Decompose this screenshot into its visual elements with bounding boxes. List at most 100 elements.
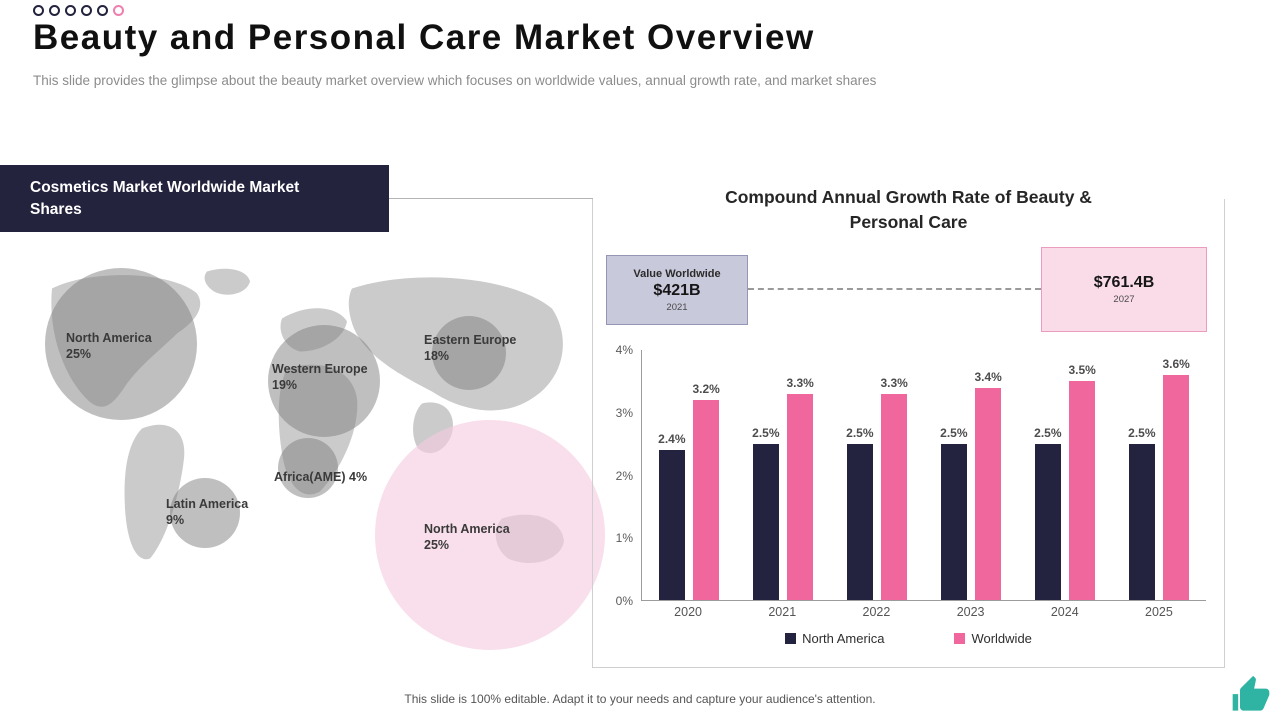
- bar-value-label: 2.5%: [940, 425, 968, 440]
- bar-column: 3.5%: [1069, 350, 1096, 600]
- bar-value-label: 3.3%: [786, 375, 814, 390]
- pagination: [33, 5, 124, 16]
- callout-value: $421B: [653, 281, 701, 299]
- market-bubble-highlight: [375, 420, 605, 650]
- bar-column: 2.5%: [846, 350, 874, 600]
- market-bubble-latin-america: [170, 478, 240, 548]
- bar-value-label: 3.4%: [974, 369, 1002, 384]
- bar-value-label: 3.5%: [1068, 363, 1096, 378]
- y-tick: 3%: [615, 405, 633, 420]
- bubble-label: Latin America 9%: [166, 497, 249, 528]
- callout-year: 2027: [1113, 294, 1135, 305]
- chart-title: Compound Annual Growth Rate of Beauty & …: [725, 187, 1092, 232]
- bubble-label: North America 25%: [424, 522, 510, 553]
- x-axis-label: 2024: [1050, 605, 1079, 619]
- legend-swatch-pink: [954, 633, 966, 644]
- chart-legend: North America Worldwide: [593, 631, 1224, 646]
- bar-column: 2.4%: [658, 350, 686, 600]
- bar-column: 2.5%: [940, 350, 968, 600]
- map-section-header: Cosmetics Market Worldwide Market Shares: [0, 165, 389, 232]
- callout-value: $761.4B: [1093, 274, 1155, 291]
- callout-label: Value Worldwide: [633, 267, 721, 280]
- bar-column: 3.3%: [881, 350, 908, 600]
- bar-value-label: 2.5%: [846, 425, 874, 440]
- bar-column: 2.5%: [752, 350, 780, 600]
- bar-value-label: 3.2%: [692, 382, 720, 396]
- page-subtitle: This slide provides the glimpse about th…: [33, 73, 877, 88]
- bar-value-label: 2.5%: [752, 425, 780, 440]
- bar-column: 2.5%: [1034, 350, 1062, 600]
- y-tick: 2%: [615, 468, 633, 483]
- x-axis-label: 2023: [956, 605, 985, 619]
- bar-value-label: 2.5%: [1128, 425, 1156, 440]
- legend-item-north-america: North America: [785, 631, 884, 646]
- bar-group-2025: 2.5% 3.6%: [1128, 350, 1190, 600]
- bar-group-2024: 2.5% 3.5%: [1034, 350, 1096, 600]
- pagination-dot: [65, 5, 76, 16]
- bar-column: 3.2%: [693, 350, 720, 600]
- continent-south-america: [124, 424, 185, 560]
- bar-group-2021: 2.5% 3.3%: [752, 350, 814, 600]
- bar-worldwide: [693, 400, 720, 600]
- x-axis-label: 2025: [1145, 605, 1173, 619]
- bar-north-america: [658, 450, 685, 600]
- projection-dashed-line: [748, 288, 1041, 290]
- value-callout-2021: Value Worldwide $421B 2021: [606, 255, 748, 325]
- bar-group-2020: 2.4% 3.2%: [658, 350, 720, 600]
- bar-chart-plot: 2.4% 3.2% 2.5% 3.3% 2.5% 3.3% 2.5% 3.4% 2.5% 3.5%…: [641, 350, 1206, 601]
- bar-north-america: [1128, 443, 1155, 600]
- bar-worldwide: [881, 393, 908, 600]
- pagination-dot-active: [113, 5, 124, 16]
- market-bubble-eastern-europe: [432, 316, 506, 390]
- bar-worldwide: [1069, 381, 1096, 600]
- market-bubble-north-america: [45, 268, 197, 420]
- x-axis: 2020 2021 2022 2023 2024 2025: [641, 605, 1206, 619]
- bubble-label: Africa(AME) 4%: [274, 470, 368, 484]
- market-bubble-africa: [278, 438, 338, 498]
- connector-line: [389, 198, 593, 199]
- bar-worldwide: [787, 393, 814, 600]
- bubble-label: North America 25%: [66, 331, 152, 362]
- growth-chart-panel: Compound Annual Growth Rate of Beauty & …: [592, 187, 1225, 668]
- x-axis-label: 2020: [674, 605, 702, 619]
- footer-note: This slide is 100% editable. Adapt it to…: [404, 692, 876, 706]
- callout-year: 2021: [666, 301, 688, 313]
- bar-group-2022: 2.5% 3.3%: [846, 350, 908, 600]
- page-title: Beauty and Personal Care Market Overview: [33, 18, 815, 57]
- bubble-label: Eastern Europe 18%: [424, 333, 517, 364]
- bar-value-label: 2.5%: [1034, 425, 1062, 440]
- bar-north-america: [1034, 443, 1061, 600]
- bar-value-label: 3.6%: [1162, 357, 1190, 371]
- bar-group-2023: 2.5% 3.4%: [940, 350, 1002, 600]
- bar-value-label: 2.4%: [658, 432, 686, 446]
- bar-column: 3.6%: [1163, 350, 1190, 600]
- y-axis: 4% 3% 2% 1% 0%: [593, 343, 633, 608]
- thumbs-up-icon: [1232, 675, 1270, 711]
- y-tick: 4%: [615, 343, 633, 357]
- map-section-title: Cosmetics Market Worldwide Market Shares: [30, 178, 300, 218]
- market-bubble-western-europe: [268, 325, 380, 437]
- y-tick: 1%: [615, 531, 633, 546]
- pagination-dot: [49, 5, 60, 16]
- y-tick: 0%: [615, 594, 633, 608]
- value-callout-2027: $761.4B 2027: [1041, 247, 1207, 332]
- bar-worldwide: [1163, 375, 1190, 600]
- bar-column: 2.5%: [1128, 350, 1156, 600]
- pagination-dot: [97, 5, 108, 16]
- bar-worldwide: [975, 387, 1002, 600]
- continent-greenland: [204, 268, 250, 295]
- pagination-dot: [81, 5, 92, 16]
- bar-value-label: 3.3%: [880, 375, 908, 390]
- bar-north-america: [846, 443, 873, 600]
- x-axis-label: 2021: [768, 605, 797, 619]
- bar-column: 3.4%: [975, 350, 1002, 600]
- legend-item-worldwide: Worldwide: [954, 631, 1032, 646]
- bar-north-america: [752, 443, 779, 600]
- legend-swatch-dark: [785, 633, 797, 644]
- bar-column: 3.3%: [787, 350, 814, 600]
- x-axis-label: 2022: [862, 605, 891, 619]
- bar-north-america: [940, 443, 967, 600]
- bubble-label: Western Europe 19%: [272, 362, 368, 393]
- pagination-dot: [33, 5, 44, 16]
